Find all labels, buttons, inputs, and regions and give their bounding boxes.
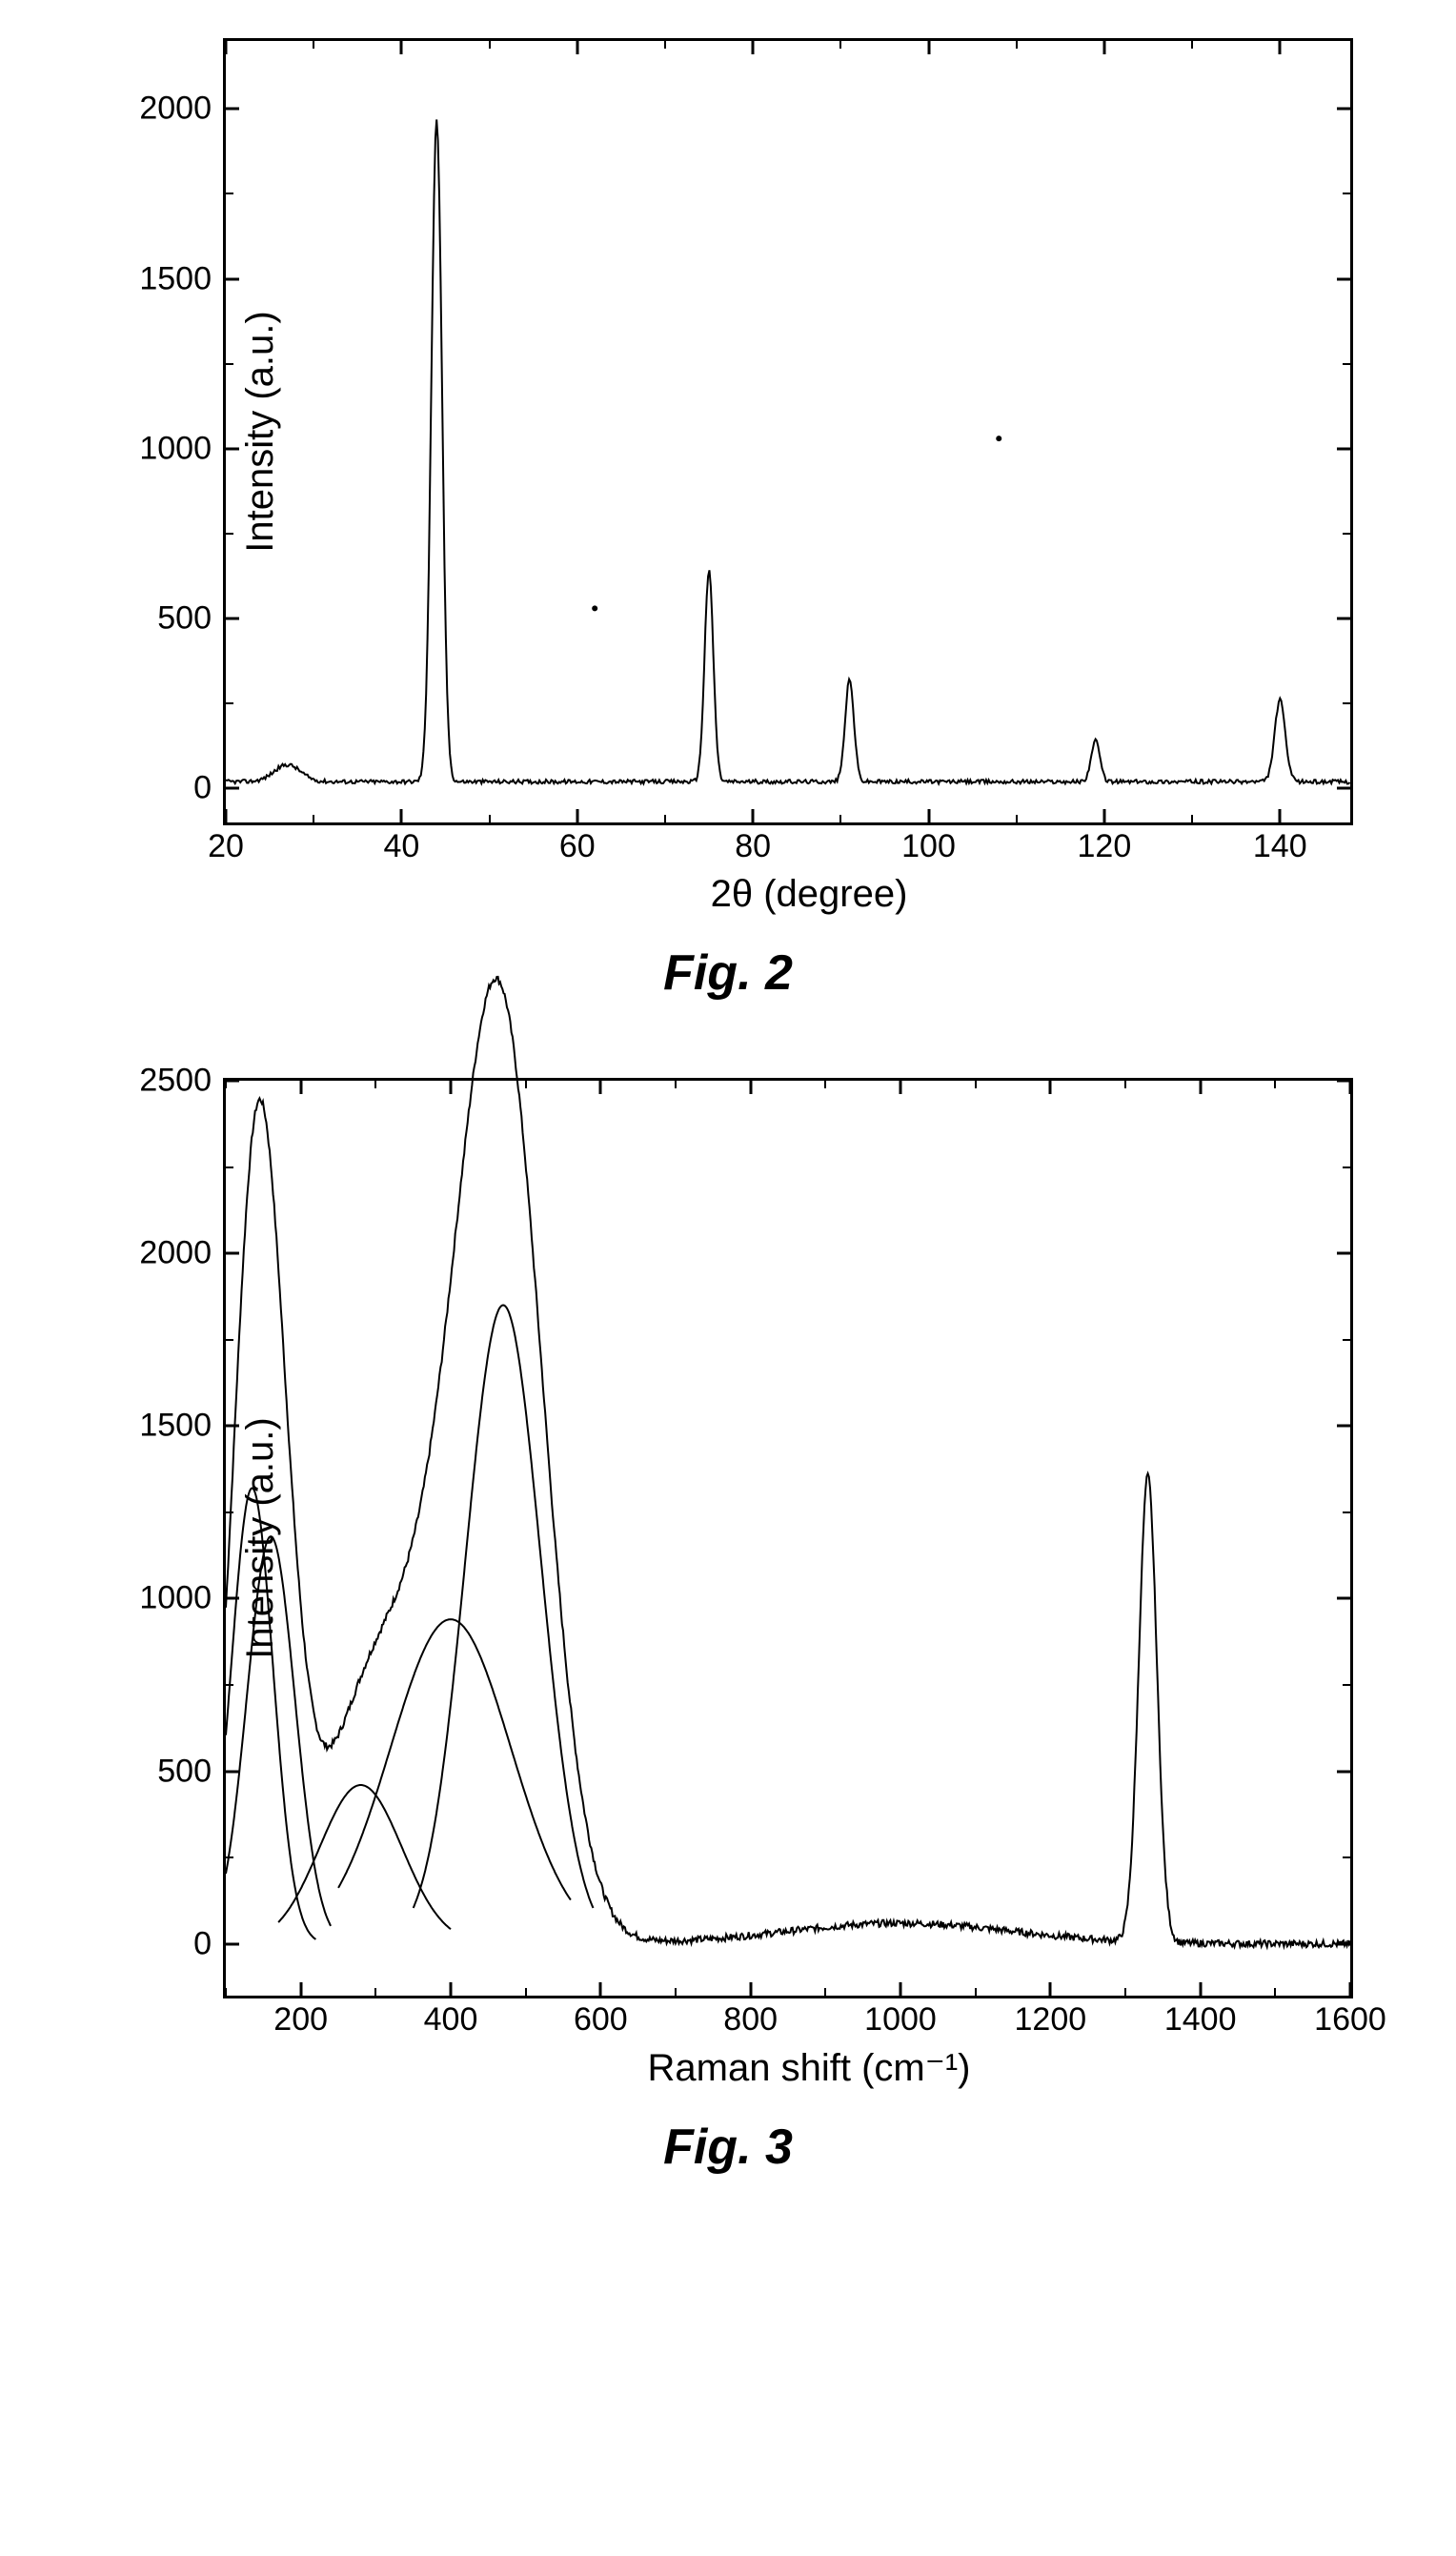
figure-2: Intensity (a.u.) 20406080100120140050010… <box>61 38 1395 1002</box>
fig2-xlabel: 2θ (degree) <box>223 873 1395 916</box>
fig3-plot-area: Intensity (a.u.) 20040060080010001200140… <box>223 1078 1353 1998</box>
fig3-xlabel: Raman shift (cm⁻¹) <box>223 2046 1395 2090</box>
fig2-plot-area: Intensity (a.u.) 20406080100120140050010… <box>223 38 1353 825</box>
fig3-caption: Fig. 3 <box>61 2119 1395 2176</box>
figure-3: Intensity (a.u.) 20040060080010001200140… <box>61 1078 1395 2176</box>
fig3-svg <box>226 1081 1350 1996</box>
fig2-svg <box>226 41 1350 822</box>
fig2-caption: Fig. 2 <box>61 944 1395 1002</box>
